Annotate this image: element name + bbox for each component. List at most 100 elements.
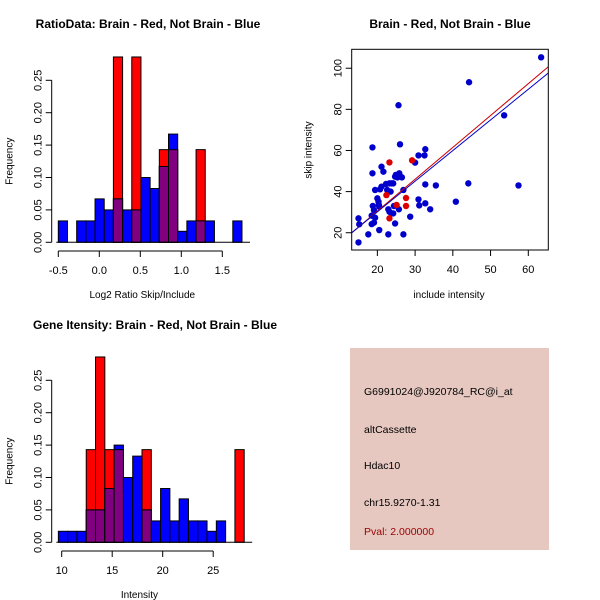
scatter-point-not-brain [432, 182, 440, 189]
brain-fit-line [351, 66, 549, 234]
ratio-bar-overlap [168, 149, 179, 243]
scatter-point-brain [386, 215, 393, 222]
ratio-bar-not-brain [186, 220, 197, 243]
scatter-point-not-brain [395, 102, 402, 109]
ratio-bar-not-brain [76, 220, 87, 243]
ratio-x-tick-label: 0.5 [133, 265, 148, 277]
scatter-y-tick-label: 60 [333, 144, 345, 156]
scatter-point-not-brain [365, 231, 372, 238]
scatter-point-not-brain [378, 163, 385, 170]
scatter-point-not-brain [398, 174, 406, 181]
intensity-bar-not-brain [215, 520, 227, 543]
intensity-bar-not-brain [67, 530, 78, 543]
scatter-y-label: skip intensity [304, 121, 315, 178]
ratio-y-tick-label: 0.00 [33, 232, 45, 253]
scatter-point-not-brain [500, 112, 508, 119]
intensity-bar-not-brain [122, 477, 134, 543]
ratio-bar-not-brain [140, 177, 151, 243]
ratio-x-label: Log2 Ratio Skip/Include [89, 290, 195, 301]
scatter-x-tick-label: 50 [484, 264, 496, 276]
ratio-y-tick-label: 0.10 [33, 167, 45, 188]
location: chr15.9270-1.31 [364, 497, 441, 509]
ratio-bar-not-brain [232, 220, 243, 243]
scatter-point-not-brain [376, 226, 383, 234]
intensity-bar-not-brain [57, 530, 69, 543]
ratio-y-tick-label: 0.05 [33, 199, 45, 220]
intensity-bar-not-brain [132, 455, 143, 543]
scatter-point-not-brain [382, 180, 390, 188]
ratio-bar-not-brain [57, 220, 68, 243]
ratio-y-label: Frequency [5, 138, 16, 185]
ratio-y-tick-label: 0.20 [33, 102, 45, 123]
intensity-bar-not-brain [160, 488, 171, 543]
intensity-bar-not-brain [169, 520, 180, 543]
intensity-bar-overlap [95, 509, 106, 543]
scatter-point-not-brain [416, 202, 423, 209]
intensity-bar-overlap [113, 449, 124, 543]
ratio-bar-not-brain [122, 209, 133, 243]
not-brain-fit-line [351, 72, 549, 234]
scatter-point-not-brain [465, 180, 472, 187]
intensity-bar-not-brain [206, 530, 217, 543]
scatter-point-not-brain [406, 213, 414, 220]
ratio-bar-not-brain [204, 220, 215, 243]
ratio-bar-not-brain [94, 198, 105, 243]
intensity-bar-overlap [85, 509, 97, 543]
intensity-bar-brain [234, 449, 245, 543]
scatter-point-not-brain [380, 168, 387, 175]
scatter-point-not-brain [369, 170, 376, 177]
intensity-bar-not-brain [150, 520, 162, 543]
ratio-bar-overlap [131, 209, 142, 243]
intensity-y-tick-label: 0.00 [33, 532, 45, 553]
ratio-bar-not-brain [103, 209, 114, 243]
intensity-x-label: Intensity [121, 590, 158, 600]
scatter-point-brain [386, 159, 393, 166]
scatter-point-brain [402, 194, 410, 202]
intensity-y-label: Frequency [5, 438, 16, 485]
intensity-x-tick-label: 10 [56, 565, 68, 577]
scatter-title: Brain - Red, Not Brain - Blue [369, 17, 531, 31]
intensity-y-tick-label: 0.10 [33, 467, 45, 488]
scatter-point-not-brain [415, 152, 422, 159]
scatter-x-tick-label: 20 [371, 264, 383, 276]
scatter-point-not-brain [426, 206, 434, 213]
scatter-point-not-brain [396, 141, 404, 148]
event-type: altCassette [364, 424, 417, 436]
pval: Pval: 2.000000 [364, 526, 435, 538]
scatter-point-not-brain [400, 231, 407, 238]
intensity-bar-overlap [141, 509, 152, 543]
ratio-bar-overlap [195, 220, 206, 243]
scatter-point-not-brain [465, 79, 473, 86]
scatter-point-brain [383, 191, 390, 199]
intensity-y-tick-label: 0.20 [33, 402, 45, 423]
scatter-y-tick-label: 100 [333, 59, 345, 77]
scatter-point-brain [408, 157, 416, 164]
scatter-point-not-brain [422, 200, 429, 207]
intensity-y-tick-label: 0.05 [33, 499, 45, 520]
scatter-point-not-brain [385, 231, 392, 238]
scatter-point-not-brain [390, 210, 397, 217]
ratio-bar-overlap [158, 165, 170, 243]
scatter-point-not-brain [355, 239, 362, 246]
scatter-point-not-brain [355, 215, 362, 222]
intensity-y-tick-label: 0.25 [33, 370, 45, 391]
ratio-x-tick-label: 1.5 [215, 265, 230, 277]
scatter-point-brain [402, 202, 410, 210]
scatter-y-tick-label: 80 [333, 103, 345, 115]
ratio-y-tick-label: 0.25 [33, 70, 45, 91]
scatter-point-brain [393, 201, 400, 209]
ratio-bar-not-brain [177, 230, 188, 243]
scatter-point-not-brain [371, 186, 379, 194]
intensity-bar-not-brain [76, 530, 87, 543]
scatter-point-not-brain [391, 220, 399, 227]
intensity-y-tick-label: 0.15 [33, 434, 45, 455]
scatter-point-not-brain [452, 198, 460, 205]
ratio-x-tick-label: 1.0 [174, 265, 189, 277]
scatter-x-tick-label: 60 [522, 264, 534, 276]
info-panel: G6991024@J920784_RC@i_at altCassette Hda… [350, 348, 549, 550]
scatter-y-tick-label: 20 [333, 227, 345, 239]
scatter-x-tick-label: 40 [447, 264, 459, 276]
ratio-x-tick-label: -0.5 [49, 265, 68, 277]
